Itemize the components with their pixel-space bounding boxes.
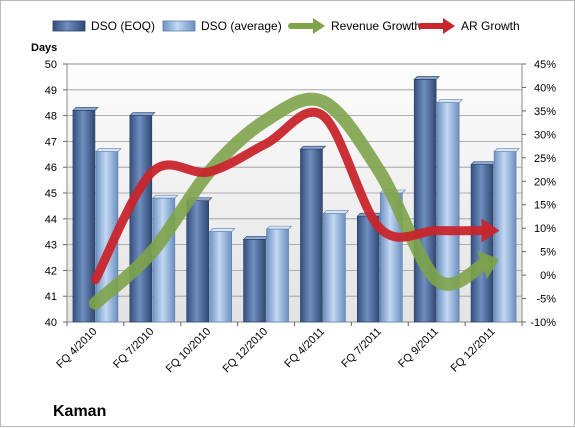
- y-axis-title: Days: [31, 42, 57, 54]
- y-right-tick-label: 15%: [534, 200, 556, 212]
- legend-label: DSO (average): [201, 19, 282, 33]
- x-tick-label: FQ 7/2010: [111, 326, 156, 371]
- legend-swatch: [52, 20, 86, 32]
- y-right-tick-label: 30%: [534, 129, 556, 141]
- bar-top: [72, 107, 99, 111]
- bar-top: [208, 228, 236, 232]
- legend-label: Revenue Growth: [331, 19, 421, 33]
- bar-top: [322, 210, 350, 214]
- y-left-tick-label: 42: [45, 265, 57, 277]
- bar: [129, 115, 153, 323]
- line-revenue-growth: [88, 92, 491, 310]
- x-tick-label: FQ 12/2011: [449, 326, 498, 375]
- x-tick-label: FQ 12/2010: [221, 326, 271, 376]
- line-ar-growth: [90, 107, 489, 285]
- legend-swatch: [162, 20, 196, 32]
- company-name: Kaman: [53, 403, 106, 420]
- bar: [209, 231, 232, 323]
- y-left-tick-label: 44: [45, 214, 57, 226]
- y-left-tick-label: 45: [45, 188, 57, 200]
- y-right-tick-label: 10%: [534, 223, 556, 235]
- bar-top: [413, 76, 440, 80]
- legend-label: AR Growth: [461, 19, 520, 33]
- bar: [357, 215, 380, 323]
- y-left-tick-label: 48: [45, 111, 57, 123]
- y-right-tick-label: 35%: [534, 106, 556, 118]
- bar: [470, 164, 494, 323]
- bar: [243, 239, 266, 323]
- arrow-head: [481, 218, 500, 243]
- bar: [266, 228, 289, 323]
- y-left-tick-label: 46: [45, 162, 57, 174]
- bar-top: [436, 99, 463, 103]
- x-tick-label: FQ 7/2011: [339, 326, 384, 371]
- y-left-tick-label: 47: [45, 136, 57, 148]
- y-left-tick-label: 41: [45, 291, 57, 303]
- y-right-tick-label: 5%: [540, 247, 556, 259]
- y-right-tick-label: 25%: [534, 153, 556, 165]
- arrow-head: [477, 250, 500, 280]
- x-tick-label: FQ 10/2010: [164, 326, 214, 376]
- y-right-tick-label: 40%: [534, 82, 556, 94]
- bar-top: [265, 225, 293, 230]
- legend-arrow-head: [443, 18, 455, 34]
- bar-top: [242, 236, 270, 240]
- y-left-tick-label: 49: [45, 85, 57, 97]
- y-right-tick-label: 45%: [534, 59, 556, 71]
- bar: [72, 110, 96, 323]
- bar: [300, 148, 323, 323]
- bar-top: [152, 194, 179, 199]
- y-right-tick-label: 0%: [540, 270, 556, 282]
- y-right-tick-label: -5%: [536, 294, 556, 306]
- bar: [323, 213, 346, 323]
- y-left-tick-label: 50: [45, 59, 57, 71]
- x-tick-label: FQ 4/2011: [282, 326, 327, 371]
- y-left-tick-label: 40: [45, 317, 57, 329]
- legend-item: DSO (EOQ): [52, 19, 155, 33]
- y-right-tick-label: 20%: [534, 176, 556, 188]
- bar-top: [129, 112, 156, 116]
- y-right-tick-label: -10%: [530, 317, 556, 329]
- bar-top: [470, 161, 497, 165]
- legend-label: DSO (EOQ): [91, 19, 155, 33]
- legend-arrow-head: [313, 18, 325, 34]
- legend-item: DSO (average): [162, 19, 282, 33]
- bar: [436, 102, 460, 323]
- legend-item: Revenue Growth: [288, 18, 421, 34]
- bar: [413, 79, 437, 323]
- bar-top: [299, 145, 327, 150]
- legend-item: AR Growth: [418, 18, 520, 34]
- x-tick-label: FQ 4/2010: [54, 326, 99, 371]
- bar-top: [95, 148, 122, 153]
- x-tick-label: FQ 9/2011: [396, 326, 441, 371]
- bar-top: [493, 148, 520, 153]
- bar: [186, 200, 209, 323]
- bar: [493, 151, 517, 323]
- y-left-tick-label: 43: [45, 240, 57, 252]
